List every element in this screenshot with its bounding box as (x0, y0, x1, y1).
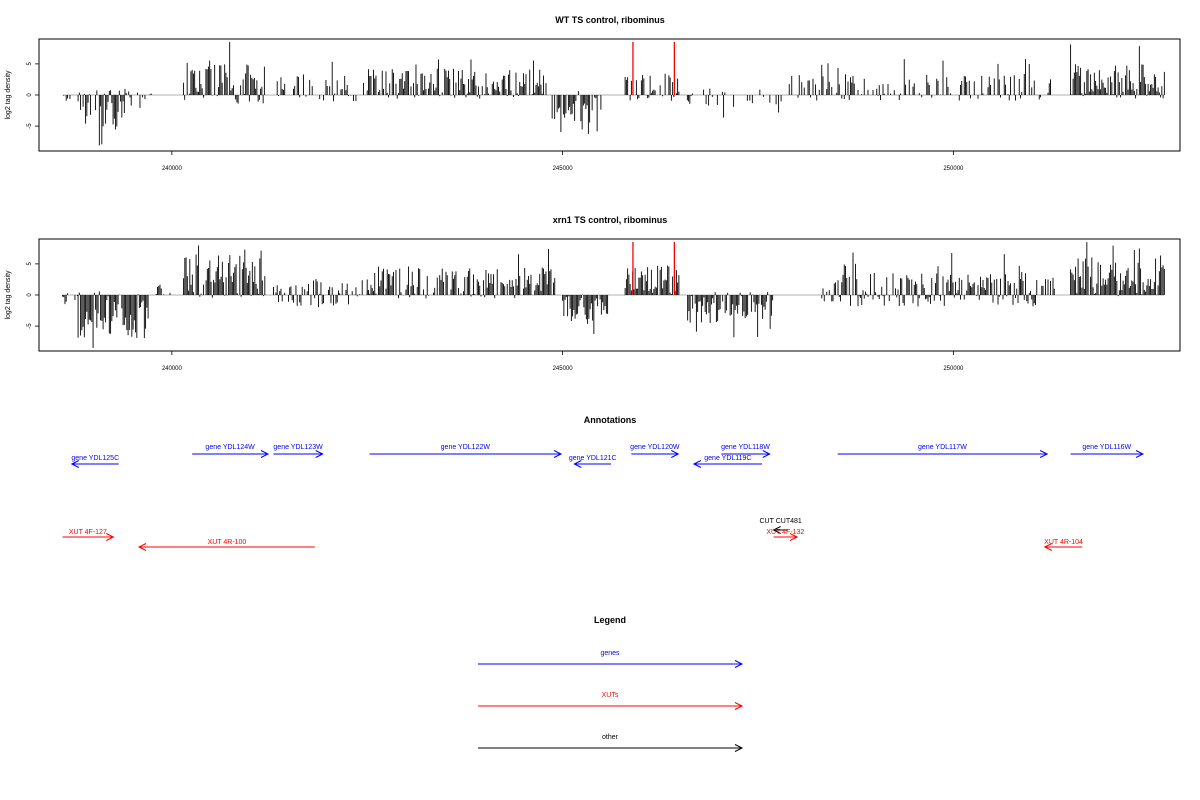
annotation-feature: gene YDL125C (70, 455, 119, 468)
feature-arrowhead (772, 526, 781, 534)
wt-markers (632, 42, 676, 95)
annotation-feature: gene YDL119C (692, 455, 762, 468)
legend-label: other (602, 734, 619, 741)
xrn1-panel: xrn1 TS control, ribominus 240000 245000 2… (5, 215, 1181, 372)
feature-label: gene YDL116W (1082, 444, 1131, 451)
xrn1-y-tick-label: -5 (27, 323, 33, 329)
feature-arrowhead (692, 460, 702, 468)
wt-panel-title: WT TS control, ribominus (555, 15, 665, 25)
annotation-feature: gene YDL120W (630, 444, 680, 458)
legend-title: Legend (594, 615, 626, 625)
wt-panel: WT TS control, ribominus 240000 245000 250… (5, 15, 1181, 172)
annotation-feature: CUT CUT481 (760, 518, 802, 534)
annotation-feature: gene YDL124W (192, 444, 270, 458)
wt-y-tick-label: 5 (27, 62, 33, 66)
wt-y-tick-label: -5 (27, 123, 33, 129)
feature-label: gene YDL120W (630, 444, 680, 451)
legend-items: genes XUTs other (478, 650, 744, 752)
annotation-feature: gene YDL121C (569, 455, 617, 468)
feature-label: gene YDL124W (205, 444, 255, 451)
annotation-feature: XUT 4F-127 (62, 529, 115, 541)
feature-label: gene YDL119C (704, 455, 751, 462)
wt-x-tick-label: 245000 (553, 166, 574, 172)
feature-label: gene YDL118W (721, 444, 770, 451)
xrn1-x-tick-label: 240000 (162, 366, 183, 372)
legend: Legend genes XUTs other (478, 615, 744, 752)
feature-arrowhead (70, 460, 80, 468)
wt-x-tick-label: 240000 (162, 166, 183, 172)
feature-label: gene YDL117W (918, 444, 967, 451)
annotations-title: Annotations (584, 415, 637, 425)
annotation-feature: gene YDL123W (273, 444, 324, 458)
xrn1-x-tick-label: 250000 (943, 366, 964, 372)
feature-arrowhead (671, 450, 680, 458)
annotation-feature: XUT 4F-132 (766, 529, 804, 541)
wt-bars (62, 42, 1165, 146)
feature-label: XUT 4F-132 (766, 529, 804, 536)
feature-arrowhead (137, 543, 147, 551)
annotation-feature: gene YDL122W (369, 444, 563, 458)
feature-arrowhead (1039, 450, 1049, 458)
annotation-feature: XUT 4R-100 (137, 539, 315, 551)
feature-label: gene YDL121C (569, 455, 617, 462)
annotation-feature: XUT 4R-104 (1043, 539, 1083, 551)
annotation-feature: gene YDL116W (1070, 444, 1145, 458)
legend-arrowhead (734, 660, 744, 668)
xrn1-panel-title: xrn1 TS control, ribominus (553, 215, 668, 225)
annotation-feature: gene YDL118W (721, 444, 771, 458)
feature-label: XUT 4R-104 (1044, 539, 1083, 546)
feature-label: XUT 4R-100 (208, 539, 247, 546)
legend-item: XUTs (478, 692, 744, 710)
wt-axes: 240000 245000 250000 -5 0 5 (27, 62, 964, 172)
feature-label: CUT CUT481 (760, 518, 802, 525)
xrn1-axes: 240000 245000 250000 -5 0 5 (27, 262, 964, 372)
feature-arrowhead (573, 460, 582, 468)
xrn1-y-tick-label: 5 (27, 262, 33, 266)
legend-arrowhead (734, 702, 744, 710)
feature-label: XUT 4F-127 (69, 529, 107, 536)
annotation-feature: gene YDL117W (837, 444, 1049, 458)
feature-arrowhead (789, 533, 799, 541)
annotation-features: gene YDL125C gene YDL124W gene YDL123W gene… (62, 444, 1145, 551)
feature-label: gene YDL123W (273, 444, 323, 451)
feature-label: gene YDL122W (441, 444, 491, 451)
xrn1-bars (62, 242, 1165, 348)
feature-arrowhead (1043, 543, 1053, 551)
legend-label: genes (600, 650, 620, 657)
feature-arrowhead (762, 450, 771, 458)
feature-arrowhead (260, 450, 270, 458)
legend-arrowhead (734, 744, 744, 752)
xrn1-x-tick-label: 245000 (553, 366, 574, 372)
feature-arrowhead (553, 450, 563, 458)
xrn1-markers (632, 242, 676, 295)
wt-y-axis-label: log2 tag density (5, 70, 12, 120)
wt-y-tick-label: 0 (27, 93, 33, 97)
feature-arrowhead (106, 533, 115, 541)
legend-item: genes (478, 650, 744, 668)
feature-arrowhead (1135, 450, 1145, 458)
legend-label: XUTs (602, 692, 619, 699)
feature-label: gene YDL125C (71, 455, 119, 462)
legend-item: other (478, 734, 744, 752)
xrn1-y-tick-label: 0 (27, 293, 33, 297)
feature-arrowhead (315, 450, 324, 458)
wt-x-tick-label: 250000 (943, 166, 964, 172)
xrn1-y-axis-label: log2 tag density (5, 270, 12, 320)
